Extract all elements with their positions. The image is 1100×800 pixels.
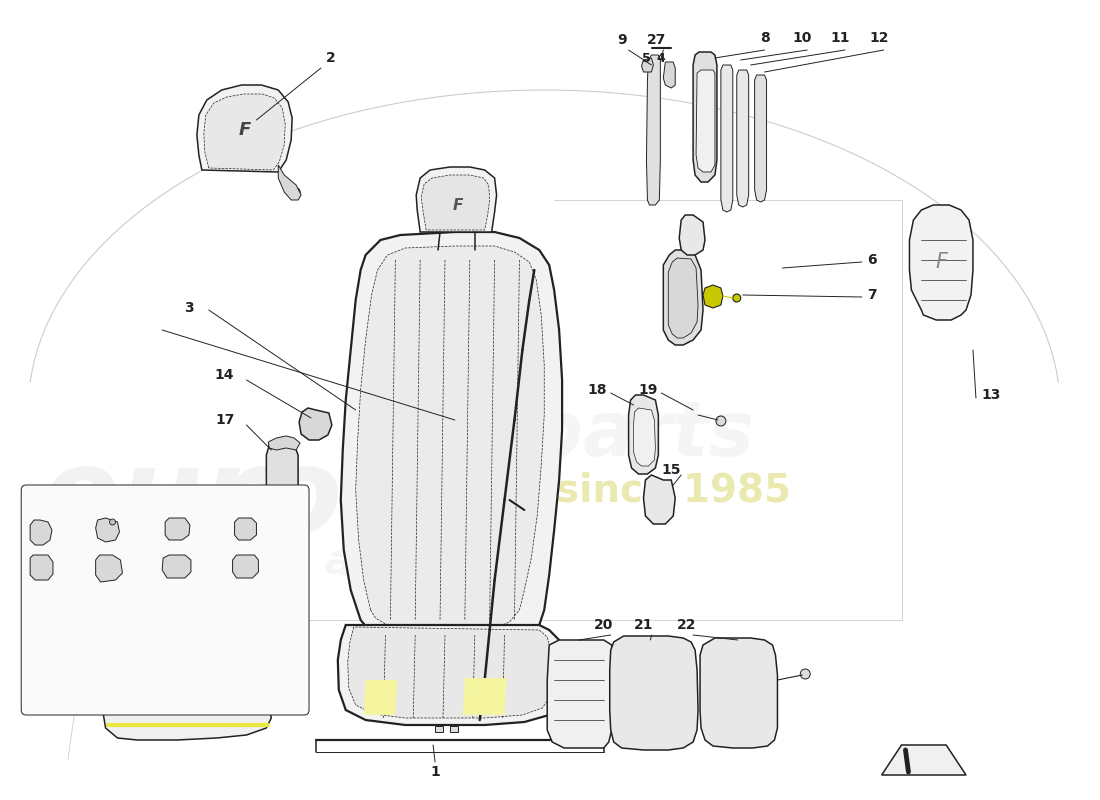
Polygon shape: [268, 436, 300, 450]
Polygon shape: [341, 232, 562, 640]
Polygon shape: [663, 250, 703, 345]
Text: 2: 2: [326, 51, 336, 65]
Text: 14: 14: [214, 368, 234, 382]
Circle shape: [733, 654, 745, 666]
Bar: [436, 726, 443, 732]
Text: 4: 4: [656, 51, 664, 65]
Text: F: F: [239, 121, 251, 139]
Text: 25: 25: [168, 586, 186, 598]
Polygon shape: [197, 85, 293, 172]
Polygon shape: [416, 167, 496, 232]
Text: 24: 24: [109, 497, 126, 510]
Text: F: F: [935, 252, 947, 272]
Text: 18: 18: [587, 383, 606, 397]
Text: 20: 20: [594, 618, 614, 632]
Bar: [522, 504, 535, 522]
Bar: [450, 726, 458, 732]
Polygon shape: [910, 205, 974, 320]
Polygon shape: [463, 678, 506, 715]
Text: 15: 15: [661, 463, 681, 477]
Polygon shape: [355, 246, 544, 628]
Text: 5: 5: [642, 51, 651, 65]
Circle shape: [647, 683, 660, 697]
Polygon shape: [102, 680, 272, 740]
Polygon shape: [634, 408, 656, 466]
Circle shape: [672, 683, 686, 697]
Text: since 1985: since 1985: [556, 471, 791, 509]
Polygon shape: [421, 175, 490, 230]
Text: 10: 10: [793, 31, 812, 45]
Circle shape: [801, 669, 811, 679]
Polygon shape: [162, 555, 191, 578]
Polygon shape: [266, 440, 298, 516]
Polygon shape: [737, 70, 749, 207]
Polygon shape: [755, 75, 767, 202]
Text: a passion: a passion: [322, 540, 548, 620]
Polygon shape: [278, 165, 301, 200]
Circle shape: [647, 653, 660, 667]
Polygon shape: [299, 408, 332, 440]
Text: 9: 9: [617, 33, 627, 47]
Polygon shape: [647, 55, 660, 205]
Text: 16: 16: [189, 663, 209, 677]
Text: 26: 26: [243, 497, 260, 510]
Polygon shape: [641, 58, 653, 72]
Polygon shape: [628, 395, 659, 474]
Circle shape: [322, 421, 330, 429]
Polygon shape: [882, 745, 966, 775]
Circle shape: [733, 684, 745, 696]
Polygon shape: [364, 680, 397, 715]
Polygon shape: [644, 475, 675, 524]
Text: 26: 26: [238, 586, 255, 598]
Text: 17: 17: [214, 413, 234, 427]
Text: 7: 7: [867, 288, 877, 302]
Polygon shape: [234, 518, 256, 540]
Circle shape: [733, 294, 740, 302]
Text: 19: 19: [639, 383, 658, 397]
Polygon shape: [669, 258, 698, 338]
Polygon shape: [204, 94, 285, 170]
Text: euro: euro: [41, 442, 343, 558]
Polygon shape: [720, 65, 733, 212]
Text: 1: 1: [430, 765, 440, 779]
Polygon shape: [679, 215, 705, 255]
Polygon shape: [703, 285, 723, 308]
Polygon shape: [30, 555, 53, 580]
Text: 8: 8: [760, 31, 769, 45]
Circle shape: [293, 188, 300, 196]
Polygon shape: [232, 555, 258, 578]
Polygon shape: [348, 627, 554, 718]
Text: 28: 28: [34, 586, 52, 598]
Polygon shape: [547, 640, 612, 748]
Polygon shape: [696, 70, 715, 172]
Polygon shape: [338, 625, 568, 725]
Text: 11: 11: [830, 31, 849, 45]
Text: carparts: carparts: [394, 398, 755, 472]
Text: 12: 12: [870, 31, 890, 45]
Text: 21: 21: [634, 618, 653, 632]
Text: 22: 22: [676, 618, 696, 632]
FancyBboxPatch shape: [21, 485, 309, 715]
Text: 3: 3: [184, 301, 194, 315]
Polygon shape: [96, 555, 122, 582]
Polygon shape: [30, 520, 52, 545]
Polygon shape: [96, 518, 120, 542]
Text: 27: 27: [647, 33, 667, 47]
Text: F: F: [453, 198, 463, 213]
Polygon shape: [663, 62, 675, 88]
Text: 6: 6: [867, 253, 877, 267]
Polygon shape: [700, 638, 778, 748]
Polygon shape: [165, 518, 190, 540]
Text: 25: 25: [176, 497, 194, 510]
Polygon shape: [609, 636, 698, 750]
Polygon shape: [693, 52, 717, 182]
Circle shape: [733, 714, 745, 726]
Circle shape: [110, 519, 115, 525]
Circle shape: [647, 713, 660, 727]
Circle shape: [716, 416, 726, 426]
Text: 13: 13: [981, 388, 1001, 402]
Text: 23: 23: [44, 497, 62, 510]
